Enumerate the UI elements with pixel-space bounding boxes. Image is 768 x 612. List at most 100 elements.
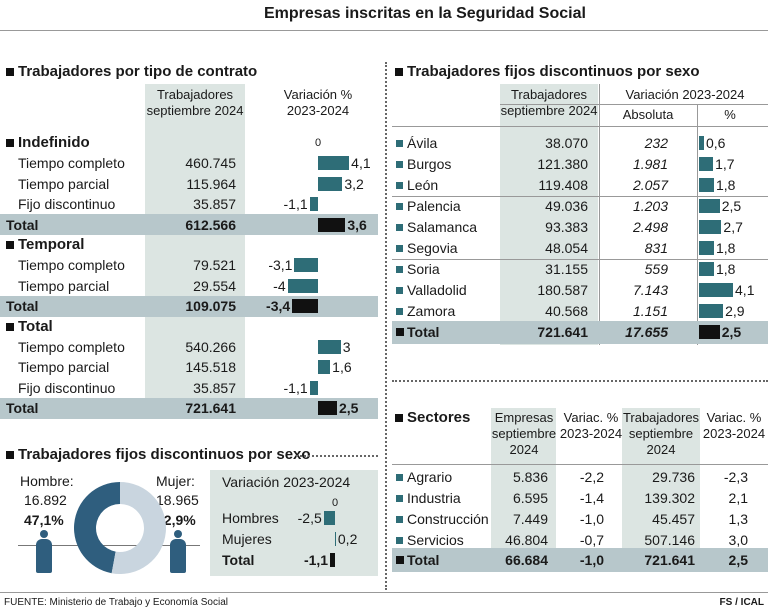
- legend-label: Hombre:: [20, 473, 74, 489]
- value-label: 2,9: [725, 303, 745, 319]
- group-name: Total: [18, 317, 53, 335]
- absolute: 1.981: [632, 156, 668, 172]
- workers: 35.857: [193, 379, 236, 396]
- column-header: %: [724, 107, 736, 122]
- bar: [699, 136, 704, 150]
- bullet: [396, 202, 403, 210]
- source: FUENTE: Ministerio de Trabajo y Economía…: [4, 597, 228, 608]
- row-label: Tiempo parcial: [18, 175, 110, 192]
- cell: 6.595: [512, 490, 548, 506]
- cell: 45.457: [652, 511, 695, 527]
- row-label: Tiempo completo: [18, 257, 125, 274]
- row-label: Burgos: [407, 156, 452, 172]
- cell: 2,5: [728, 552, 748, 568]
- total-band: [0, 397, 378, 419]
- value-label: -1,1: [303, 552, 329, 568]
- donut: [70, 478, 170, 578]
- value-label: 4,1: [735, 282, 755, 298]
- workers: 93.383: [545, 219, 588, 235]
- workers: 119.408: [538, 177, 588, 193]
- cell: 3,0: [728, 532, 748, 548]
- separator: [392, 380, 768, 382]
- workers: 721.641: [537, 324, 588, 340]
- total-label: Total: [6, 400, 39, 417]
- row-label: Ávila: [407, 135, 438, 151]
- cell: -2,2: [579, 469, 604, 485]
- cell: -1,0: [579, 511, 604, 527]
- bullet: [395, 68, 403, 76]
- total-band: [0, 214, 378, 236]
- row-label: Palencia: [407, 198, 461, 214]
- variation-box: [210, 470, 378, 576]
- bullet: [396, 286, 403, 294]
- row-label: Hombres: [222, 510, 279, 526]
- cell: 46.804: [505, 532, 548, 548]
- value-label: 1,8: [715, 177, 736, 193]
- row-label: Zamora: [407, 303, 456, 319]
- workers: 721.641: [185, 400, 236, 417]
- value-label: 3,6: [347, 216, 367, 233]
- absolute: 2.498: [632, 219, 668, 235]
- cell: 139.302: [644, 490, 695, 506]
- bar: [309, 197, 318, 212]
- value-label: 2,5: [721, 324, 742, 340]
- workers: 79.521: [193, 257, 236, 274]
- bar: [318, 156, 350, 171]
- value-label: -1,1: [283, 196, 308, 213]
- separator: [296, 455, 378, 457]
- workers: 40.568: [545, 303, 588, 319]
- cell: 5.836: [512, 469, 548, 485]
- workers: 145.518: [185, 359, 236, 376]
- shaded-column: [622, 408, 700, 548]
- rule: [0, 592, 768, 593]
- row-label: Construcción: [407, 511, 489, 527]
- person-icon: [36, 539, 52, 573]
- bar: [318, 401, 337, 416]
- workers: 49.036: [545, 198, 588, 214]
- bullet: [6, 241, 14, 249]
- bullet: [396, 536, 403, 544]
- cell: -2,3: [723, 469, 748, 485]
- bar: [318, 340, 341, 354]
- value-label: 3: [342, 339, 351, 355]
- total-label: Total: [6, 216, 39, 233]
- row-label: León: [407, 177, 439, 193]
- donut-segment: [74, 482, 120, 574]
- bar: [323, 511, 335, 525]
- bar: [294, 258, 318, 273]
- group-name: Indefinido: [18, 134, 90, 151]
- share: 47,1%: [24, 512, 64, 528]
- bar: [318, 217, 346, 232]
- bullet: [396, 181, 403, 189]
- bullet: [396, 515, 403, 523]
- bullet: [395, 414, 403, 422]
- column-header: Variac. % 2023-2024: [702, 410, 766, 441]
- value-label: 0,6: [705, 135, 726, 151]
- bar: [335, 532, 336, 546]
- cell: 66.684: [505, 552, 548, 568]
- bar: [699, 262, 714, 276]
- value-label: 1,8: [715, 240, 736, 256]
- cell: 507.146: [644, 532, 695, 548]
- cell: 1,3: [728, 511, 748, 527]
- value-label: 3,2: [344, 175, 364, 192]
- row-label: Salamanca: [407, 219, 478, 235]
- donut-svg: [74, 482, 166, 574]
- cell: 721.641: [644, 552, 695, 568]
- bar: [292, 299, 318, 314]
- axis-zero: 0: [331, 497, 339, 509]
- section-title: Sectores: [407, 409, 471, 426]
- workers: 540.266: [185, 339, 236, 355]
- absolute: 17.655: [625, 324, 668, 340]
- bar: [699, 241, 714, 255]
- rule: [392, 126, 768, 127]
- bar: [699, 178, 714, 192]
- count: 16.892: [24, 492, 67, 508]
- section-title: Trabajadores fijos discontinuos por sexo: [407, 63, 700, 80]
- row-label: Valladolid: [407, 282, 467, 298]
- column-header: Trabajadores septiembre 2024: [500, 87, 598, 118]
- donut-segment: [111, 482, 166, 574]
- row-label: Fijo discontinuo: [18, 196, 116, 213]
- bar: [699, 325, 720, 339]
- workers: 38.070: [545, 135, 588, 151]
